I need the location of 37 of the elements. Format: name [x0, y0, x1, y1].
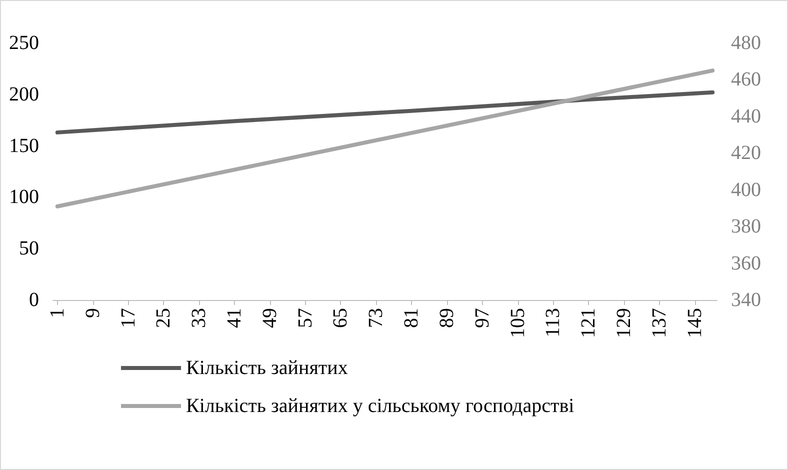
x-tick-label: 89: [436, 308, 458, 328]
x-tick-label: 137: [648, 308, 670, 338]
y-tick-label: 0: [29, 289, 39, 311]
y2-tick-label: 420: [731, 142, 761, 164]
y-tick-label: 250: [9, 32, 39, 54]
x-tick-label: 57: [294, 308, 316, 328]
x-tick-label: 1: [46, 308, 68, 318]
x-tick-label: 97: [471, 308, 494, 328]
x-tick-label: 129: [613, 308, 636, 338]
x-tick-label: 105: [506, 308, 529, 338]
x-tick-label: 121: [578, 308, 600, 338]
y2-tick-label: 360: [731, 252, 761, 274]
y-tick-label: 50: [19, 238, 39, 260]
x-tick-label: 41: [223, 308, 246, 328]
y2-tick-label: 480: [731, 32, 761, 54]
x-tick-label: 65: [330, 308, 352, 328]
y2-tick-label: 440: [731, 105, 761, 128]
x-tick-label: 49: [258, 308, 281, 328]
line-series: [55, 90, 715, 134]
y-tick-label: 100: [9, 186, 39, 208]
y2-tick-label: 380: [731, 216, 761, 238]
x-tick-label: 25: [152, 308, 175, 328]
y-tick-label: 200: [9, 83, 39, 106]
x-tick-label: 145: [684, 308, 706, 338]
x-tick-label: 81: [400, 308, 423, 328]
line-series: [55, 68, 715, 208]
y2-tick-label: 400: [731, 178, 761, 201]
x-tick-label: 33: [188, 308, 210, 328]
y2-tick-label: 340: [731, 289, 761, 311]
x-tick-label: 9: [82, 308, 104, 318]
x-tick-label: 17: [117, 308, 140, 328]
legend-label: Кількість зайнятих: [186, 357, 348, 379]
y-tick-label: 150: [9, 134, 39, 157]
legend-label: Кількість зайнятих у сільському господарстві: [186, 395, 575, 417]
y2-tick-label: 460: [731, 68, 761, 91]
x-tick-label: 73: [365, 308, 388, 328]
x-tick-label: 113: [542, 308, 564, 338]
